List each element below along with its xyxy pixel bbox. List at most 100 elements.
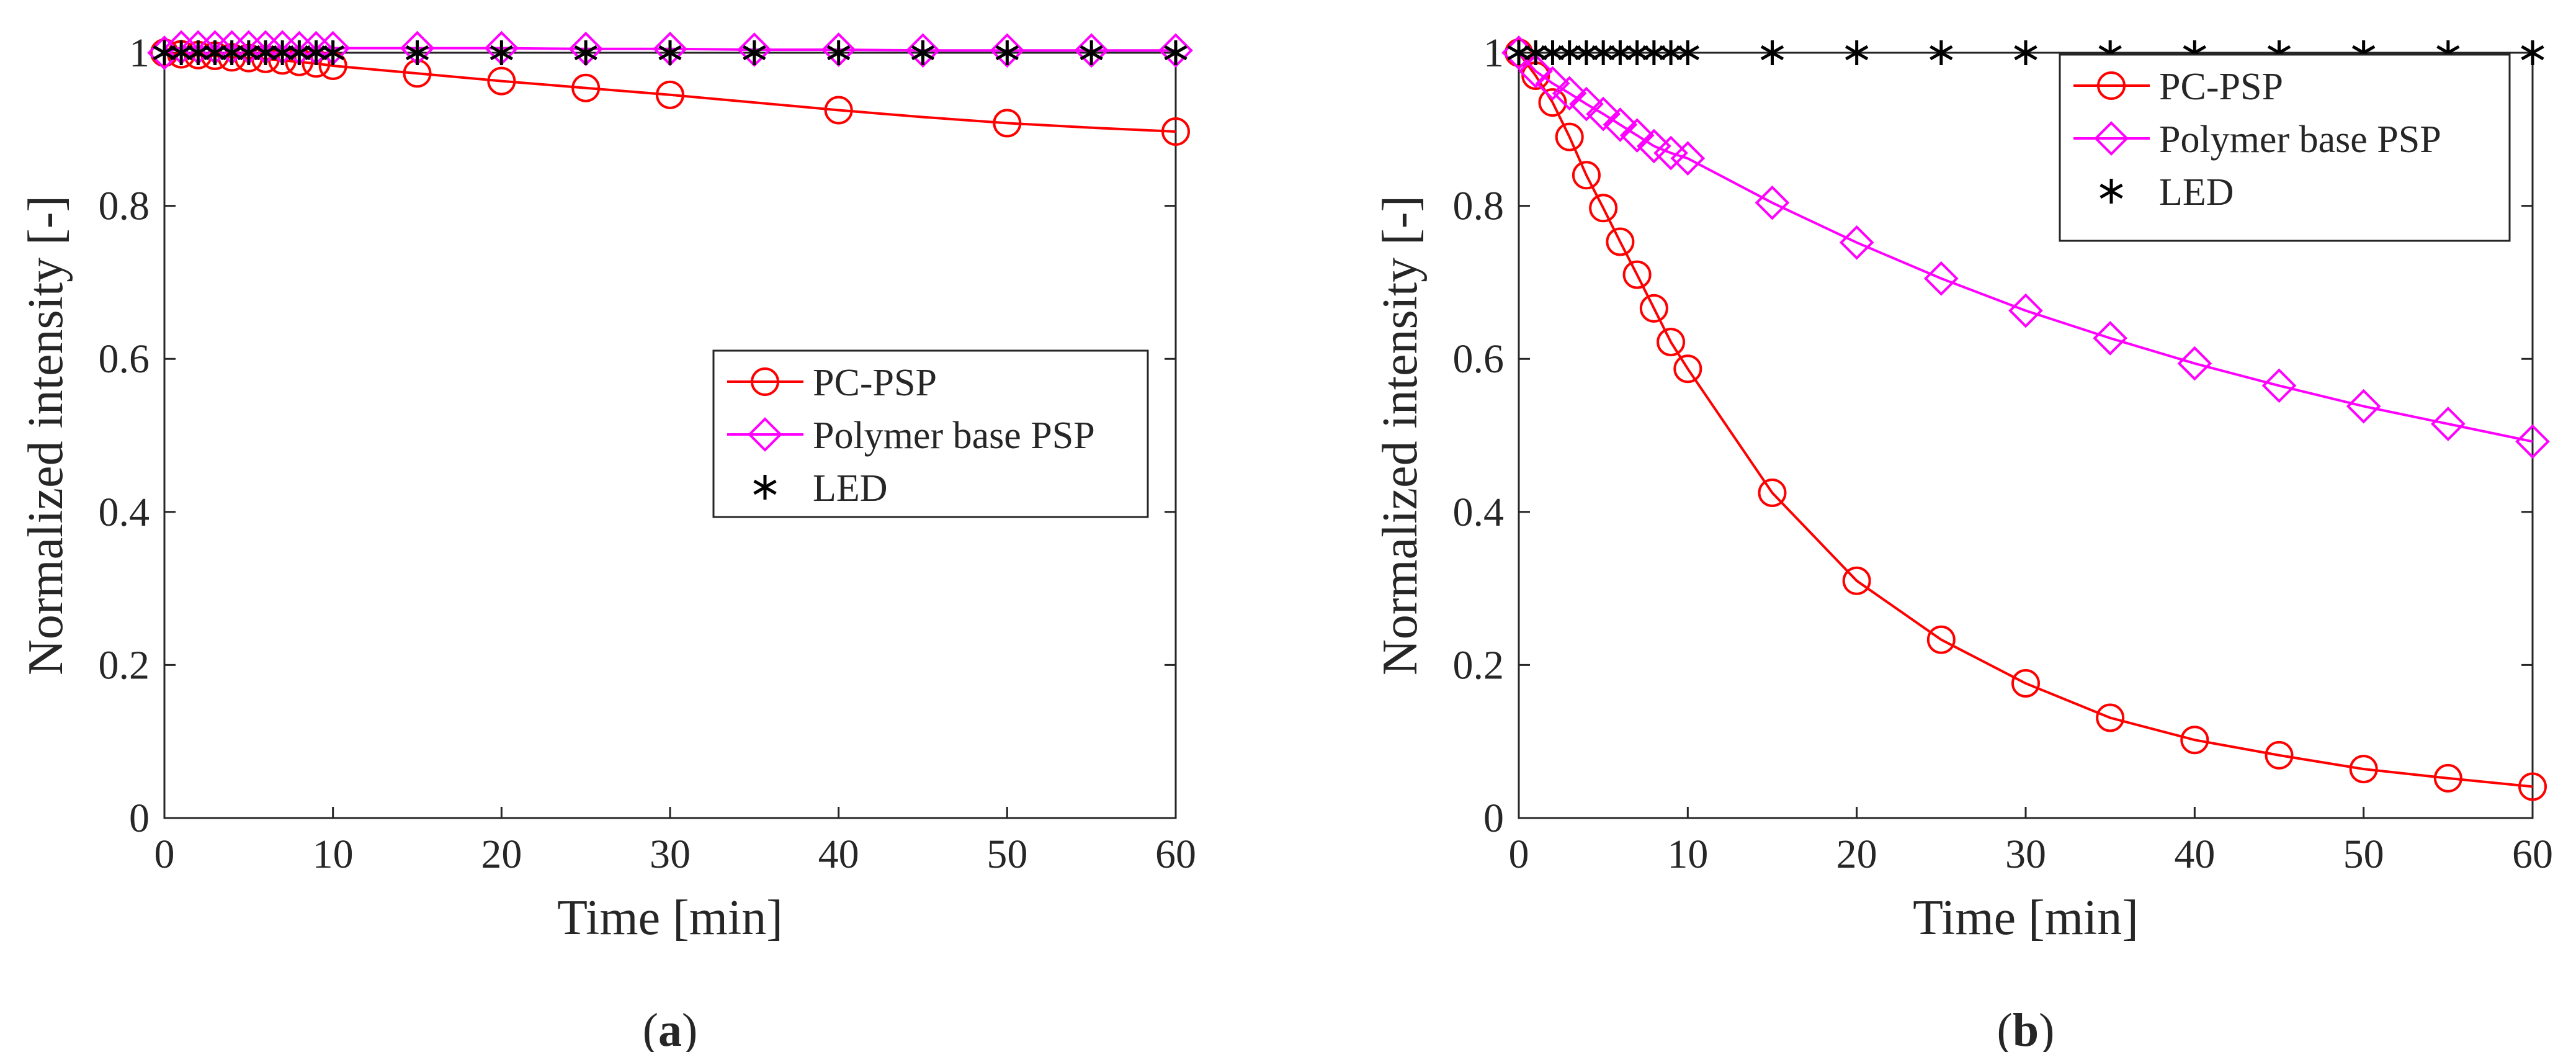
data-point	[1586, 96, 1621, 132]
data-point	[1572, 161, 1601, 190]
series-led	[153, 40, 1187, 65]
data-point	[1924, 261, 1959, 296]
x-tick-label: 10	[313, 832, 354, 877]
data-point	[2431, 407, 2466, 441]
data-point	[2093, 321, 2127, 356]
y-tick-label: 0	[1483, 796, 1504, 841]
data-point	[2177, 346, 2212, 381]
x-tick-label: 60	[2512, 832, 2553, 877]
legend-marker	[751, 367, 779, 396]
panel-label: (b)	[1997, 1004, 2055, 1052]
data-point	[1760, 40, 1784, 65]
legend: PC-PSP Polymer base PSP LED	[712, 349, 1149, 518]
y-tick-label: 0.2	[1453, 642, 1505, 688]
x-tick-label: 60	[1155, 832, 1196, 877]
data-point	[993, 109, 1022, 138]
data-point	[2515, 424, 2550, 459]
panel-a: 0 10 20 30 40 50 60 0 0.2 0.4 0.6 0.8 1 Time [min] Nor…	[19, 30, 1196, 1052]
series-pc-psp	[1505, 38, 2547, 801]
legend-marker	[2097, 71, 2126, 100]
legend-marker	[748, 417, 782, 452]
x-tick-label: 10	[1667, 832, 1708, 877]
data-point	[1555, 122, 1584, 151]
legend-label: PC-PSP	[2159, 66, 2283, 108]
data-point	[995, 40, 1019, 65]
y-tick-label: 1	[129, 30, 150, 76]
legend-item: PC-PSP	[727, 362, 937, 404]
panel-label-close: )	[682, 1004, 697, 1052]
data-point	[2521, 40, 2544, 65]
data-point	[1619, 118, 1655, 153]
data-point	[821, 32, 856, 67]
legend-item: LED	[753, 467, 888, 510]
data-point	[990, 33, 1025, 68]
data-point	[1074, 33, 1109, 68]
series-led	[1507, 40, 2544, 65]
data-point	[1758, 478, 1787, 507]
data-point	[1755, 185, 1790, 220]
y-tick-label: 0.8	[99, 184, 150, 229]
panel-label-open: (	[1997, 1004, 2013, 1052]
data-point	[1839, 225, 1874, 260]
data-point	[1589, 194, 1618, 223]
y-axis-label: Normalized intensity [-]	[19, 196, 73, 675]
y-tick-label: 0.6	[1453, 336, 1505, 382]
panel-label-letter: a	[658, 1004, 682, 1052]
legend-item: Polymer base PSP	[727, 415, 1095, 457]
y-axis-label: Normalized intensity [-]	[1373, 196, 1428, 675]
data-point	[1637, 128, 1671, 164]
x-axis-label: Time [min]	[557, 891, 783, 945]
legend-marker	[753, 475, 777, 500]
data-point	[571, 73, 601, 102]
x-tick-label: 50	[986, 832, 1027, 877]
data-point	[2261, 368, 2297, 403]
x-tick-label: 20	[1836, 832, 1877, 877]
data-point	[2346, 389, 2381, 424]
data-point	[1845, 40, 1869, 65]
legend-label: PC-PSP	[813, 362, 937, 404]
data-point	[737, 32, 772, 67]
data-point	[150, 38, 179, 67]
x-tick-label: 0	[154, 832, 175, 877]
data-point	[743, 40, 766, 65]
data-point	[1552, 76, 1587, 111]
data-point	[1158, 33, 1193, 68]
x-axis-label: Time [min]	[1913, 891, 2139, 945]
data-point	[1538, 88, 1567, 117]
y-tick-label: 0.6	[99, 336, 150, 382]
x-tick-label: 30	[2005, 832, 2046, 877]
data-point	[405, 40, 429, 65]
x-tick-label: 40	[818, 832, 859, 877]
data-point	[658, 40, 682, 65]
data-point	[1842, 566, 1871, 595]
data-point	[1639, 294, 1668, 323]
y-tick-label: 0.4	[1453, 490, 1505, 535]
data-point	[1505, 38, 1533, 67]
legend-label: Polymer base PSP	[2159, 119, 2441, 161]
legend-marker	[2100, 179, 2123, 204]
data-point	[1603, 107, 1638, 142]
x-tick-label: 30	[650, 832, 691, 877]
data-point	[2265, 740, 2294, 770]
data-point	[2011, 668, 2040, 698]
x-tick-label: 20	[481, 832, 522, 877]
data-point	[1926, 625, 1956, 654]
legend-item: LED	[2100, 171, 2234, 214]
data-point	[2008, 293, 2043, 328]
panel-b: 0 10 20 30 40 50 60 0 0.2 0.4 0.6 0.8 1 Time [min] Nor…	[1373, 30, 2553, 1052]
data-point	[2014, 40, 2037, 65]
data-point	[321, 40, 345, 65]
data-point	[1657, 328, 1686, 357]
data-point	[1080, 40, 1103, 65]
series-polymer-base-psp	[1501, 35, 2550, 459]
legend-item: Polymer base PSP	[2073, 119, 2441, 161]
data-point	[1673, 354, 1702, 384]
legend-label: LED	[813, 467, 888, 510]
data-point	[1164, 40, 1187, 65]
data-point	[1930, 40, 1953, 65]
y-tick-label: 0.4	[99, 490, 150, 535]
panel-label-letter: b	[2013, 1004, 2039, 1052]
x-tick-label: 0	[1509, 832, 1529, 877]
y-tick-label: 0.2	[99, 642, 150, 688]
